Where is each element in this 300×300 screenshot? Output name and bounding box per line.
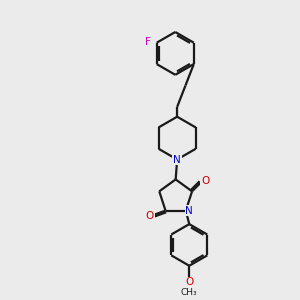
Text: O: O [201, 176, 209, 186]
Text: N: N [185, 206, 193, 216]
Text: F: F [146, 37, 151, 47]
Text: O: O [185, 278, 194, 287]
Text: N: N [173, 154, 181, 164]
Text: CH₃: CH₃ [181, 288, 198, 297]
Text: O: O [146, 211, 154, 221]
